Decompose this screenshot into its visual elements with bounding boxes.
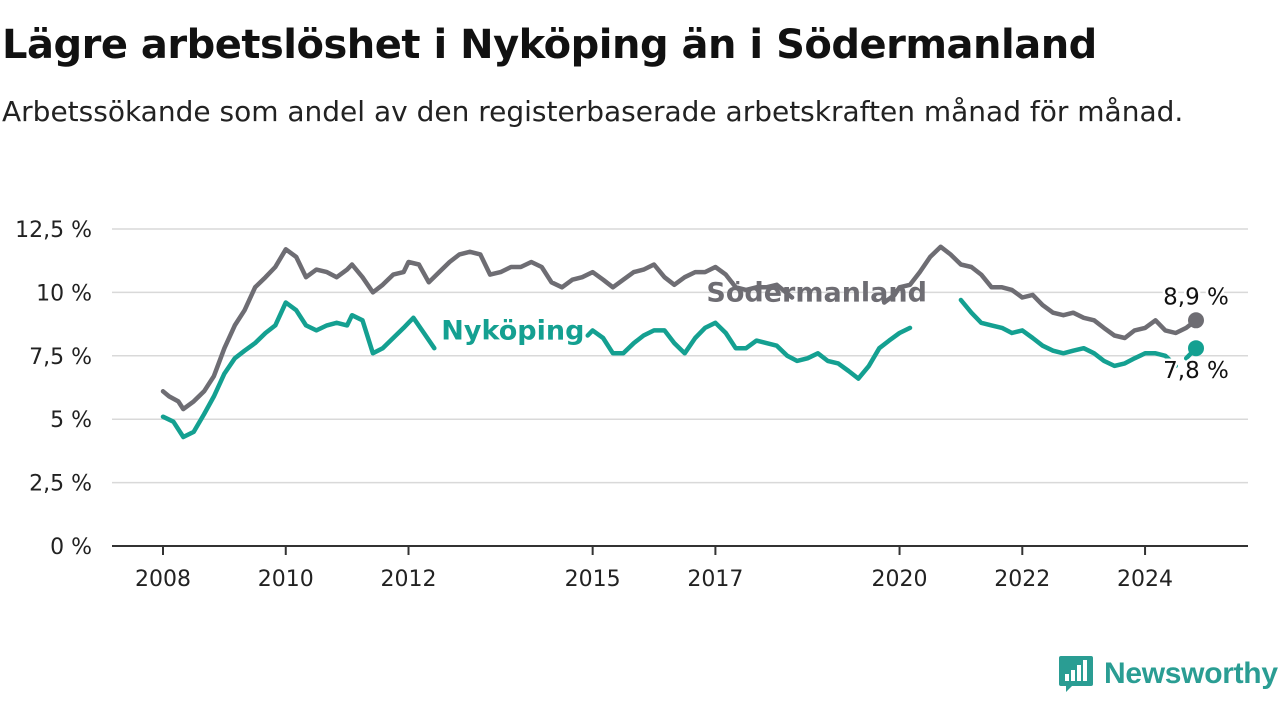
series-line <box>160 244 1199 412</box>
x-tick-label: 2008 <box>135 567 191 592</box>
end-value-label: 7,8 % <box>1163 358 1229 384</box>
chart-subtitle: Arbetssökande som andel av den registerb… <box>2 95 1184 128</box>
x-tick-label: 2015 <box>565 567 621 592</box>
series-label: Nyköping <box>441 315 584 346</box>
x-tick-label: 2020 <box>872 567 928 592</box>
y-tick-label: 2,5 % <box>29 472 92 497</box>
end-value-label: 8,9 % <box>1163 284 1229 310</box>
bar-chart-speech-bubble-icon <box>1059 656 1093 692</box>
x-tick-label: 2022 <box>994 567 1050 592</box>
x-tick-label: 2010 <box>258 567 314 592</box>
series-lines <box>160 244 1204 440</box>
chart-title: Lägre arbetslöshet i Nyköping än i Söder… <box>2 22 1097 68</box>
y-tick-label: 10 % <box>36 281 92 306</box>
y-tick-label: 0 % <box>50 535 92 560</box>
x-tick-label: 2012 <box>381 567 437 592</box>
y-tick-label: 7,5 % <box>29 345 92 370</box>
annotations: 8,9 % 7,8 % Södermanland Nyköping <box>441 277 1231 386</box>
x-tick-label: 2017 <box>687 567 743 592</box>
end-point-marker <box>1188 340 1204 357</box>
end-point-marker <box>1188 312 1204 329</box>
brand-name: Newsworthy <box>1104 657 1278 690</box>
y-tick-label: 12,5 % <box>15 218 92 243</box>
gridlines <box>112 228 1248 484</box>
series-label: Södermanland <box>706 277 927 308</box>
y-tick-label: 5 % <box>50 408 92 433</box>
brand-logo: Newsworthy <box>1058 652 1278 696</box>
x-tick-label: 2024 <box>1117 567 1173 592</box>
axes: 0 % 2,5 % 5 % 7,5 % 10 % 12,5 % 2008 2010 2012 20… <box>15 218 1248 592</box>
series-line <box>160 297 1199 440</box>
